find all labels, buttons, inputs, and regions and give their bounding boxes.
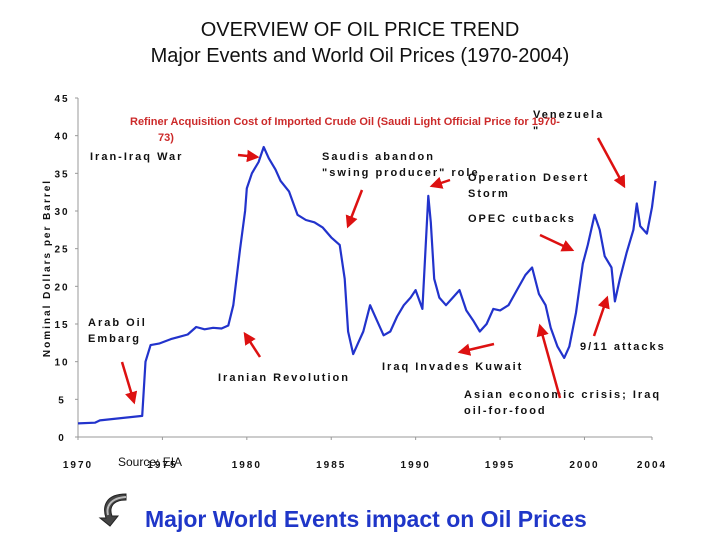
annotation-arrow <box>596 137 626 189</box>
series-label-line-2: 73) <box>158 132 174 144</box>
y-tick-label: 10 <box>54 358 69 369</box>
x-tick-label: 1970 <box>63 460 93 471</box>
series-label-line-1: Refiner Acquisition Cost of Imported Cru… <box>130 116 560 128</box>
y-tick-label: 15 <box>54 320 69 331</box>
source-note: Source: EIA <box>118 455 183 469</box>
x-tick-label: 1995 <box>485 460 515 471</box>
chart-subtitle: Major Events and World Oil Prices (1970-… <box>150 45 570 67</box>
y-tick-label: 35 <box>54 169 69 180</box>
event-annotation: Iranian Revolution <box>218 372 350 384</box>
event-annotation: Saudis abandon <box>322 151 435 163</box>
annotation-arrow <box>429 176 451 189</box>
event-annotation: Arab Oil <box>88 317 147 329</box>
bottom-caption: Major World Events impact on Oil Prices <box>145 506 587 532</box>
annotation-arrow <box>457 342 495 356</box>
chart-title: OVERVIEW OF OIL PRICE TREND <box>200 19 520 41</box>
curved-arrow-icon <box>98 493 127 527</box>
y-tick-label: 30 <box>54 207 69 218</box>
event-annotation: Embarg <box>88 333 141 345</box>
y-tick-label: 0 <box>58 433 66 444</box>
event-annotation: OPEC cutbacks <box>468 213 576 225</box>
x-tick-label: 1980 <box>232 460 262 471</box>
event-annotation: Iraq Invades Kuwait <box>382 361 523 373</box>
event-annotation: Iran-Iraq War <box>90 151 183 163</box>
annotation-arrow <box>120 361 138 405</box>
annotation-arrow <box>536 323 562 399</box>
x-tick-label: 1985 <box>316 460 346 471</box>
annotation-arrow <box>243 331 262 358</box>
x-tick-label: 2000 <box>569 460 599 471</box>
event-annotation: Storm <box>468 188 510 200</box>
y-tick-label: 45 <box>54 94 69 105</box>
event-annotation: Asian economic crisis; Iraq <box>464 389 661 401</box>
event-annotation: "swing producer" role <box>322 167 480 179</box>
annotation-arrow <box>592 295 610 337</box>
y-tick-label: 25 <box>54 245 69 256</box>
y-axis-label-group: Nominal Dollars per Barrel <box>42 179 53 357</box>
event-annotation: " <box>533 125 540 137</box>
event-annotation: Operation Desert <box>468 172 589 184</box>
x-tick-label: 2004 <box>637 460 667 471</box>
y-axis-label: Nominal Dollars per Barrel <box>42 179 53 357</box>
event-annotation: Venezuela <box>533 109 604 121</box>
annotation-arrow <box>345 189 364 229</box>
y-tick-label: 5 <box>58 395 66 406</box>
x-tick-label: 1990 <box>401 460 431 471</box>
event-annotation: 9/11 attacks <box>580 341 666 353</box>
annotation-arrow <box>539 233 575 252</box>
annotation-arrow <box>237 149 260 163</box>
event-annotation: oil-for-food <box>464 405 547 417</box>
x-tick-label: 1975 <box>147 460 177 471</box>
oil-price-series-line <box>77 145 657 425</box>
y-tick-label: 40 <box>54 132 69 143</box>
y-tick-label: 20 <box>54 282 69 293</box>
